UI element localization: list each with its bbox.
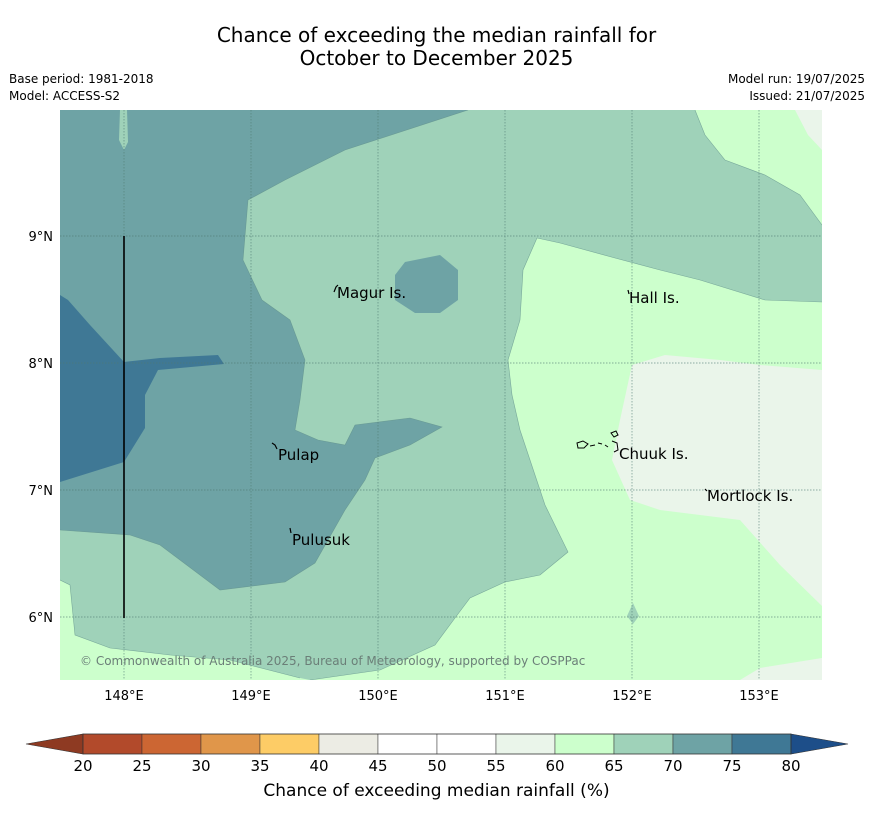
magur-island-mark [333, 284, 339, 293]
place-labels: Magur Is. Hall Is. Pulap Chuuk Is. Mortl… [278, 284, 793, 549]
model-run-text: Model run: 19/07/2025 [727, 72, 865, 86]
colorbar-segment [495, 733, 556, 755]
colorbar-segment [554, 733, 615, 755]
colorbar-tick-label: 20 [73, 757, 92, 775]
label-chuuk: Chuuk Is. [619, 445, 688, 463]
colorbar-tick-label: 80 [781, 757, 800, 775]
colorbar-under-arrow [25, 733, 84, 755]
lon-tick-labels: 148°E 149°E 150°E 151°E 152°E 153°E [104, 689, 779, 704]
colorbar-segment [377, 733, 438, 755]
colorbar-tick-label: 25 [132, 757, 151, 775]
label-hall: Hall Is. [629, 289, 680, 307]
colorbar-tick-label: 55 [486, 757, 505, 775]
colorbar-segment [141, 733, 202, 755]
label-magur: Magur Is. [337, 284, 406, 302]
colorbar-segment [731, 733, 792, 755]
contour-lines [60, 110, 822, 680]
lat-tick: 6°N [29, 611, 54, 626]
label-mortlock: Mortlock Is. [707, 487, 793, 505]
colorbar-tick-label: 50 [427, 757, 446, 775]
pulusuk-island-mark [289, 527, 292, 534]
colorbar-segment [200, 733, 261, 755]
lat-tick: 9°N [29, 230, 54, 245]
region-65-70-islet-north [119, 110, 128, 150]
colorbar-segment [436, 733, 497, 755]
colorbar-over-arrow [790, 733, 849, 755]
lon-tick: 151°E [485, 689, 525, 704]
colorbar-segment [82, 733, 143, 755]
region-55-60-southeast-corner [740, 658, 822, 680]
hall-island-mark [627, 289, 630, 295]
mortlock-island-mark [704, 488, 708, 492]
region-60-65-southwest [60, 580, 310, 680]
label-pulusuk: Pulusuk [292, 531, 350, 549]
issued-text: Issued: 21/07/2025 [749, 89, 865, 103]
lon-tick: 148°E [104, 689, 144, 704]
colorbar-tick-label: 40 [309, 757, 328, 775]
lat-tick: 8°N [29, 357, 54, 372]
lon-tick: 152°E [612, 689, 652, 704]
chuuk-lagoon-mark [576, 430, 619, 453]
region-70-75-magur-blob [395, 255, 458, 313]
lat-tick-labels: 9°N 8°N 7°N 6°N [29, 230, 54, 626]
region-75-80-west [60, 295, 224, 482]
region-65-70-islet-south [627, 603, 639, 624]
colorbar-segments [82, 733, 792, 755]
region-70-75-west [60, 110, 468, 590]
region-60-65-southeast [310, 238, 822, 680]
region-55-60-northeast-corner [795, 110, 822, 150]
colorbar-title: Chance of exceeding median rainfall (%) [263, 781, 610, 801]
island-marks [271, 284, 708, 534]
region-60-65-northeast [695, 110, 822, 225]
pulap-island-mark [271, 442, 278, 450]
colorbar-tick-label: 75 [722, 757, 741, 775]
colorbar-tick-label: 65 [604, 757, 623, 775]
colorbar-segment [318, 733, 379, 755]
lon-tick: 153°E [739, 689, 779, 704]
colorbar: 20 25 30 35 40 45 50 55 60 65 70 75 80 [25, 733, 849, 775]
map-title-line2: October to December 2025 [299, 46, 574, 70]
colorbar-tick-label: 35 [250, 757, 269, 775]
colorbar-tick-label: 45 [368, 757, 387, 775]
colorbar-segment [259, 733, 320, 755]
copyright-text: © Commonwealth of Australia 2025, Bureau… [80, 654, 585, 668]
rainfall-map[interactable]: © Commonwealth of Australia 2025, Bureau… [60, 110, 822, 680]
colorbar-tick-labels: 20 25 30 35 40 45 50 55 60 65 70 75 80 [73, 757, 800, 775]
colorbar-segment [672, 733, 733, 755]
colorbar-tick-label: 30 [191, 757, 210, 775]
gridlines [60, 110, 822, 680]
region-55-60-east [612, 355, 822, 606]
colorbar-segment [613, 733, 674, 755]
map-title-line1: Chance of exceeding the median rainfall … [216, 23, 657, 47]
label-pulap: Pulap [278, 446, 319, 464]
lon-tick: 149°E [231, 689, 271, 704]
colorbar-tick-label: 60 [545, 757, 564, 775]
lon-tick: 150°E [358, 689, 398, 704]
lat-tick: 7°N [29, 484, 54, 499]
model-text: Model: ACCESS-S2 [9, 89, 121, 103]
colorbar-tick-label: 70 [663, 757, 682, 775]
base-period-text: Base period: 1981-2018 [9, 72, 154, 86]
